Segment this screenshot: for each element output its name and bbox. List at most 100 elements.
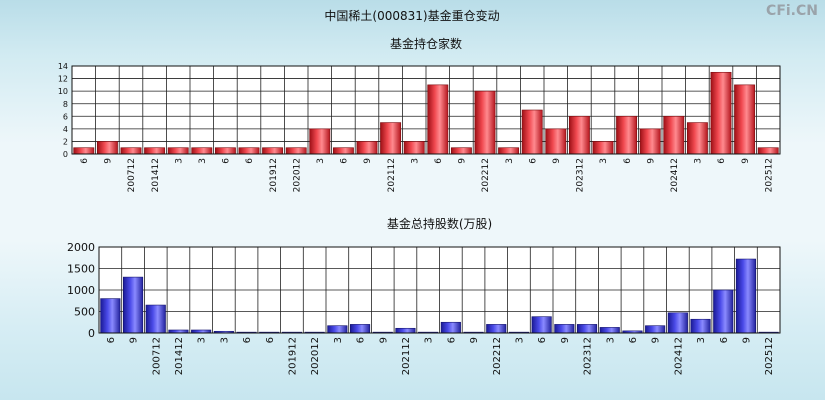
shares-x-tick-label: 202512 (764, 337, 775, 375)
holders-bar (356, 141, 378, 155)
watermark-logo: CFi.CN (766, 3, 818, 19)
holders-bar (686, 122, 708, 155)
holders-y-tick-label: 0 (63, 150, 68, 159)
shares-x-tick-label: 3 (696, 337, 707, 343)
holders-bar (262, 147, 284, 155)
holders-x-tick-label: 200712 (127, 158, 137, 192)
shares-x-tick-label: 202012 (310, 337, 321, 375)
shares-y-tick-label: 1500 (67, 263, 95, 276)
shares-x-tick-label: 201912 (287, 337, 298, 375)
holders-bar (238, 147, 260, 155)
shares-x-tick-label: 9 (469, 337, 480, 343)
shares-x-tick-label: 3 (605, 337, 616, 343)
shares-y-tick-label: 1000 (67, 284, 95, 297)
shares-x-tick-label: 3 (333, 337, 344, 343)
shares-x-tick-label: 9 (378, 337, 389, 343)
shares-x-tick-label: 6 (719, 337, 730, 343)
shares-x-tick-label: 6 (446, 337, 457, 343)
holders-bar (616, 115, 638, 155)
holders-plot-frame (71, 65, 781, 155)
shares-bar (100, 298, 121, 334)
shares-bar (122, 276, 144, 334)
holders-bar (191, 147, 213, 155)
holders-bar (285, 147, 307, 155)
holders-y-tick-label: 6 (63, 112, 68, 121)
shares-x-tick-label: 202212 (492, 337, 503, 375)
holders-x-tick-label: 3 (316, 158, 326, 164)
holders-x-tick-label: 6 (717, 158, 727, 164)
shares-x-tick-label: 6 (537, 337, 548, 343)
shares-y-tick-label: 0 (88, 327, 95, 340)
holders-x-tick-label: 201412 (151, 158, 161, 192)
shares-x-tick-label: 6 (628, 337, 639, 343)
page-title: 中国稀土(000831)基金重仓变动 (324, 8, 499, 23)
shares-bar (145, 304, 166, 334)
holders-y-tick-label: 14 (58, 62, 68, 71)
total-shares-chart: 基金总持股数(万股) 0 500 1000 1500 2000 6 9 200712 201412… (67, 216, 781, 375)
holders-bar (120, 147, 142, 155)
shares-bar (735, 258, 757, 334)
holders-bar (403, 141, 425, 155)
holders-x-tick-label: 9 (741, 158, 751, 164)
shares-bar (645, 325, 666, 334)
shares-y-tick-label: 500 (74, 306, 95, 319)
holders-bar (592, 141, 614, 155)
shares-x-tick-label: 9 (651, 337, 662, 343)
holders-x-tick-label: 6 (528, 158, 538, 164)
shares-bar (667, 312, 688, 334)
holders-y-tick-label: 10 (58, 87, 68, 96)
holders-bar (710, 71, 732, 155)
holders-bar (663, 115, 685, 155)
holders-x-tick-label: 202112 (387, 158, 397, 192)
holders-x-tick-label: 3 (694, 158, 704, 164)
holders-bar (734, 84, 756, 155)
holders-bar (96, 141, 118, 155)
holders-x-tick-label: 9 (104, 158, 114, 164)
holders-bar (568, 115, 590, 155)
shares-x-tick-label: 200712 (151, 337, 162, 375)
shares-x-tick-label: 3 (424, 337, 435, 343)
holders-x-tick-label: 6 (434, 158, 444, 164)
holders-bar (73, 147, 95, 155)
holders-x-tick-label: 3 (198, 158, 208, 164)
shares-bar (327, 325, 348, 334)
holders-bar (639, 128, 661, 155)
shares-x-tick-label: 6 (106, 337, 117, 343)
holders-bar (521, 109, 543, 155)
holders-y-tick-label: 8 (63, 100, 68, 109)
shares-bar (576, 324, 598, 334)
shares-bar (554, 324, 575, 334)
shares-x-tick-label: 9 (129, 337, 140, 343)
holders-x-tick-label: 6 (222, 158, 232, 164)
holders-bar (450, 147, 472, 155)
holders-x-tick-label: 9 (646, 158, 656, 164)
holders-x-tick-label: 202512 (764, 158, 774, 192)
holders-x-tick-label: 9 (552, 158, 562, 164)
shares-x-tick-label: 6 (265, 337, 276, 343)
holders-x-tick-label: 202212 (481, 158, 491, 192)
shares-bar (486, 324, 507, 334)
shares-x-tick-label: 202412 (673, 337, 684, 375)
holders-x-tick-label: 9 (458, 158, 468, 164)
holders-bar (757, 147, 779, 155)
holders-bar (309, 128, 331, 155)
shares-bar (713, 289, 734, 334)
holders-bar (167, 147, 189, 155)
shares-x-tick-label: 202312 (583, 337, 594, 375)
holders-x-tick-label: 6 (340, 158, 350, 164)
holders-bar (332, 147, 354, 155)
shares-plot-frame (98, 246, 781, 334)
holders-x-tick-label: 3 (505, 158, 515, 164)
shares-chart-title: 基金总持股数(万股) (387, 216, 492, 231)
shares-bar (599, 327, 620, 334)
holders-x-tick-label: 202312 (576, 158, 586, 192)
shares-bar (531, 316, 552, 334)
holders-x-tick-label: 6 (80, 158, 90, 164)
shares-y-tick-label: 2000 (67, 241, 95, 254)
holders-chart-title: 基金持仓家数 (390, 36, 462, 51)
shares-x-tick-label: 3 (197, 337, 208, 343)
holders-y-tick-label: 12 (58, 75, 68, 84)
holders-bar (427, 84, 449, 155)
